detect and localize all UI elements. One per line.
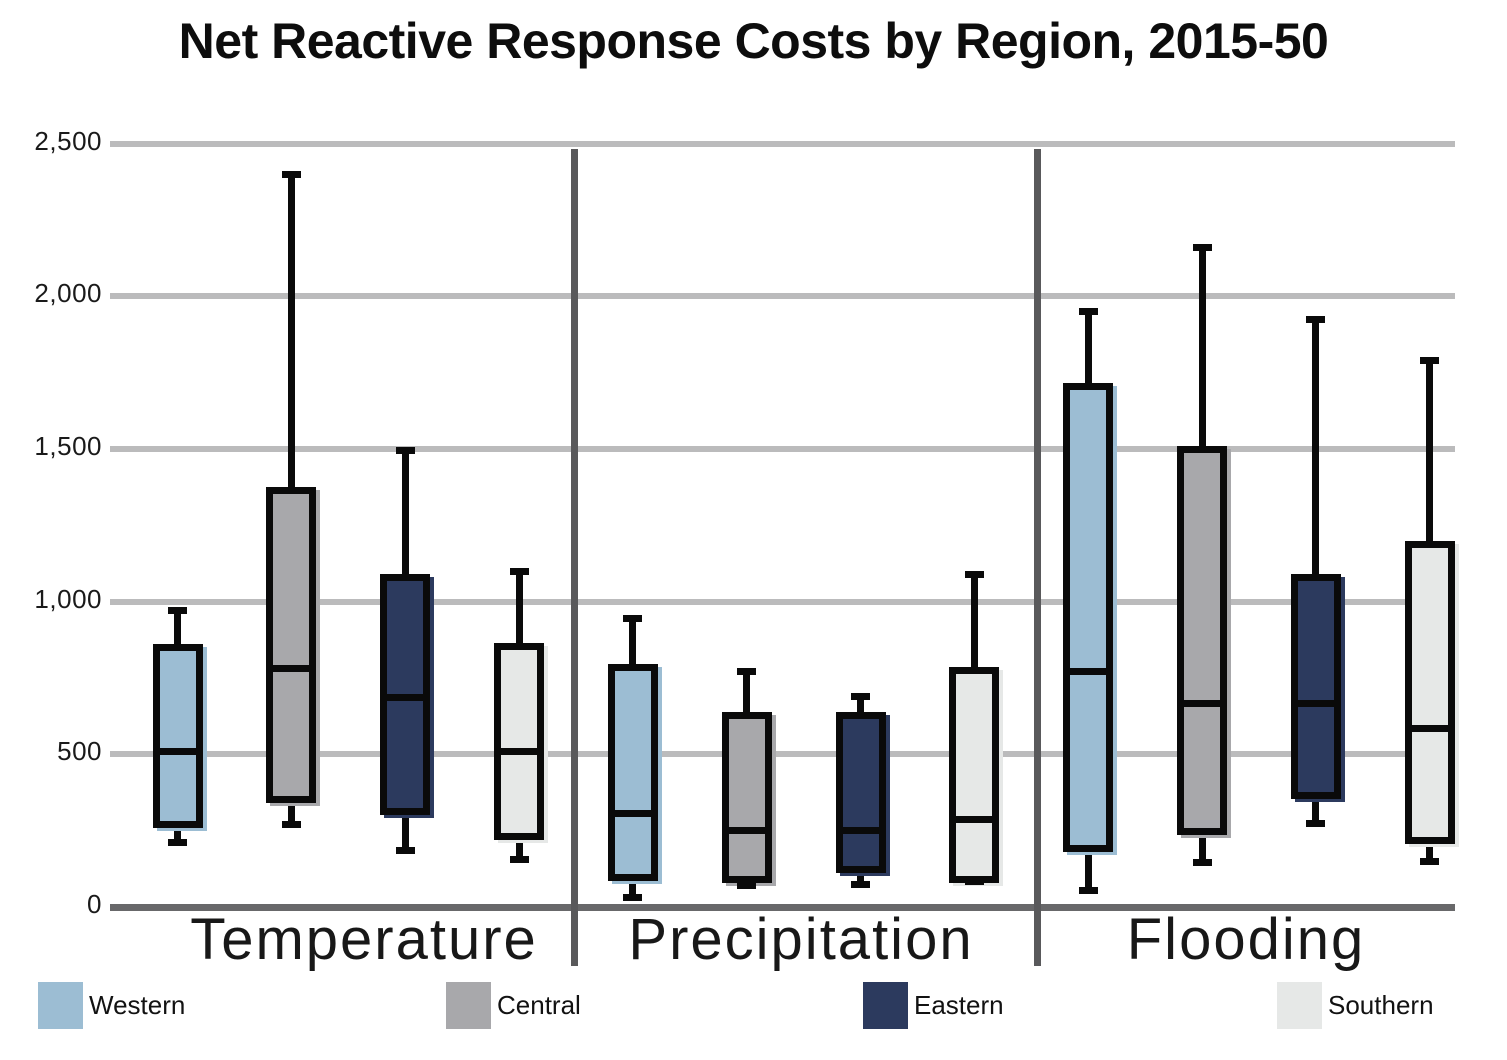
- gridline-2000: [110, 293, 1455, 300]
- whisker-cap-low-western-flooding: [1078, 886, 1098, 894]
- whisker-cap-low-western-precipitation: [623, 894, 643, 902]
- median-eastern-precipitation: [837, 827, 884, 835]
- whisker-cap-low-southern-flooding: [1420, 857, 1440, 865]
- median-southern-temperature: [496, 747, 543, 755]
- whisker-cap-low-eastern-temperature: [395, 847, 415, 855]
- median-central-flooding: [1179, 700, 1226, 708]
- legend-label-southern: Southern: [1328, 990, 1434, 1020]
- box-central-temperature: [266, 487, 317, 804]
- legend-label-western: Western: [89, 990, 186, 1020]
- whisker-cap-high-southern-temperature: [509, 567, 529, 575]
- median-eastern-temperature: [382, 694, 429, 702]
- box-central-flooding: [1177, 446, 1228, 836]
- x-axis-line: [110, 904, 1455, 911]
- box-western-flooding: [1063, 383, 1114, 852]
- whisker-cap-high-central-flooding: [1192, 244, 1212, 251]
- whisker-eastern-flooding: [1312, 319, 1320, 824]
- legend-item-eastern: Eastern: [863, 982, 1004, 1029]
- box-central-precipitation: [721, 711, 772, 883]
- whisker-cap-high-western-flooding: [1078, 308, 1098, 316]
- median-central-temperature: [268, 665, 315, 673]
- whisker-cap-low-central-flooding: [1192, 859, 1212, 867]
- median-southern-flooding: [1406, 724, 1453, 732]
- legend-swatch-central: [446, 982, 491, 1029]
- chart-title: Net Reactive Response Costs by Region, 2…: [178, 13, 1329, 69]
- whisker-cap-low-southern-temperature: [509, 856, 529, 864]
- box-southern-flooding: [1404, 540, 1455, 845]
- whisker-cap-low-eastern-flooding: [1306, 819, 1326, 827]
- category-label-temperature: Temperature: [190, 907, 538, 972]
- gridline-2500: [110, 140, 1455, 147]
- median-western-temperature: [154, 747, 201, 755]
- panel-separator-2: [1034, 149, 1041, 966]
- whisker-cap-high-eastern-temperature: [395, 447, 415, 455]
- panel-separator-1: [571, 149, 578, 966]
- box-western-temperature: [152, 644, 203, 828]
- legend-item-western: Western: [38, 982, 185, 1029]
- box-western-precipitation: [607, 664, 658, 881]
- whisker-cap-low-central-precipitation: [737, 882, 757, 890]
- whisker-cap-low-eastern-precipitation: [851, 880, 871, 888]
- median-western-precipitation: [609, 810, 656, 818]
- median-eastern-flooding: [1292, 700, 1339, 708]
- median-central-precipitation: [723, 827, 770, 835]
- whisker-cap-high-eastern-flooding: [1306, 315, 1326, 323]
- category-label-precipitation: Precipitation: [628, 907, 974, 972]
- y-tick-label-1500: 1,500: [34, 431, 102, 462]
- whisker-cap-low-southern-precipitation: [964, 877, 984, 885]
- legend-label-central: Central: [497, 990, 581, 1020]
- legend-item-central: Central: [446, 982, 581, 1029]
- y-tick-label-1000: 1,000: [34, 583, 102, 614]
- whisker-cap-low-central-temperature: [281, 821, 301, 829]
- gridline-1000: [110, 598, 1455, 605]
- legend-swatch-eastern: [863, 982, 908, 1029]
- legend-label-eastern: Eastern: [914, 990, 1004, 1020]
- category-label-flooding: Flooding: [1126, 907, 1366, 972]
- whisker-cap-high-western-precipitation: [623, 614, 643, 622]
- gridline-500: [110, 751, 1455, 758]
- y-tick-label-2000: 2,000: [34, 278, 102, 309]
- box-eastern-precipitation: [835, 711, 886, 874]
- whisker-cap-high-southern-precipitation: [964, 570, 984, 578]
- whisker-cap-high-central-precipitation: [737, 668, 757, 676]
- gridline-1500: [110, 446, 1455, 453]
- box-southern-precipitation: [949, 667, 1000, 883]
- median-southern-precipitation: [951, 816, 998, 824]
- legend-swatch-western: [38, 982, 83, 1029]
- whisker-cap-high-eastern-precipitation: [851, 692, 871, 700]
- legend-item-southern: Southern: [1277, 982, 1434, 1029]
- y-tick-label-0: 0: [87, 889, 102, 919]
- whisker-cap-low-western-temperature: [168, 839, 187, 847]
- legend-swatch-southern: [1277, 982, 1322, 1029]
- y-tick-label-2500: 2,500: [34, 125, 102, 156]
- whisker-cap-high-central-temperature: [281, 170, 301, 178]
- y-tick-label-500: 500: [57, 736, 102, 767]
- whisker-cap-high-southern-flooding: [1420, 356, 1440, 364]
- whisker-cap-high-western-temperature: [168, 607, 187, 615]
- box-southern-temperature: [494, 642, 545, 840]
- median-western-flooding: [1065, 668, 1112, 676]
- box-eastern-flooding: [1290, 574, 1341, 799]
